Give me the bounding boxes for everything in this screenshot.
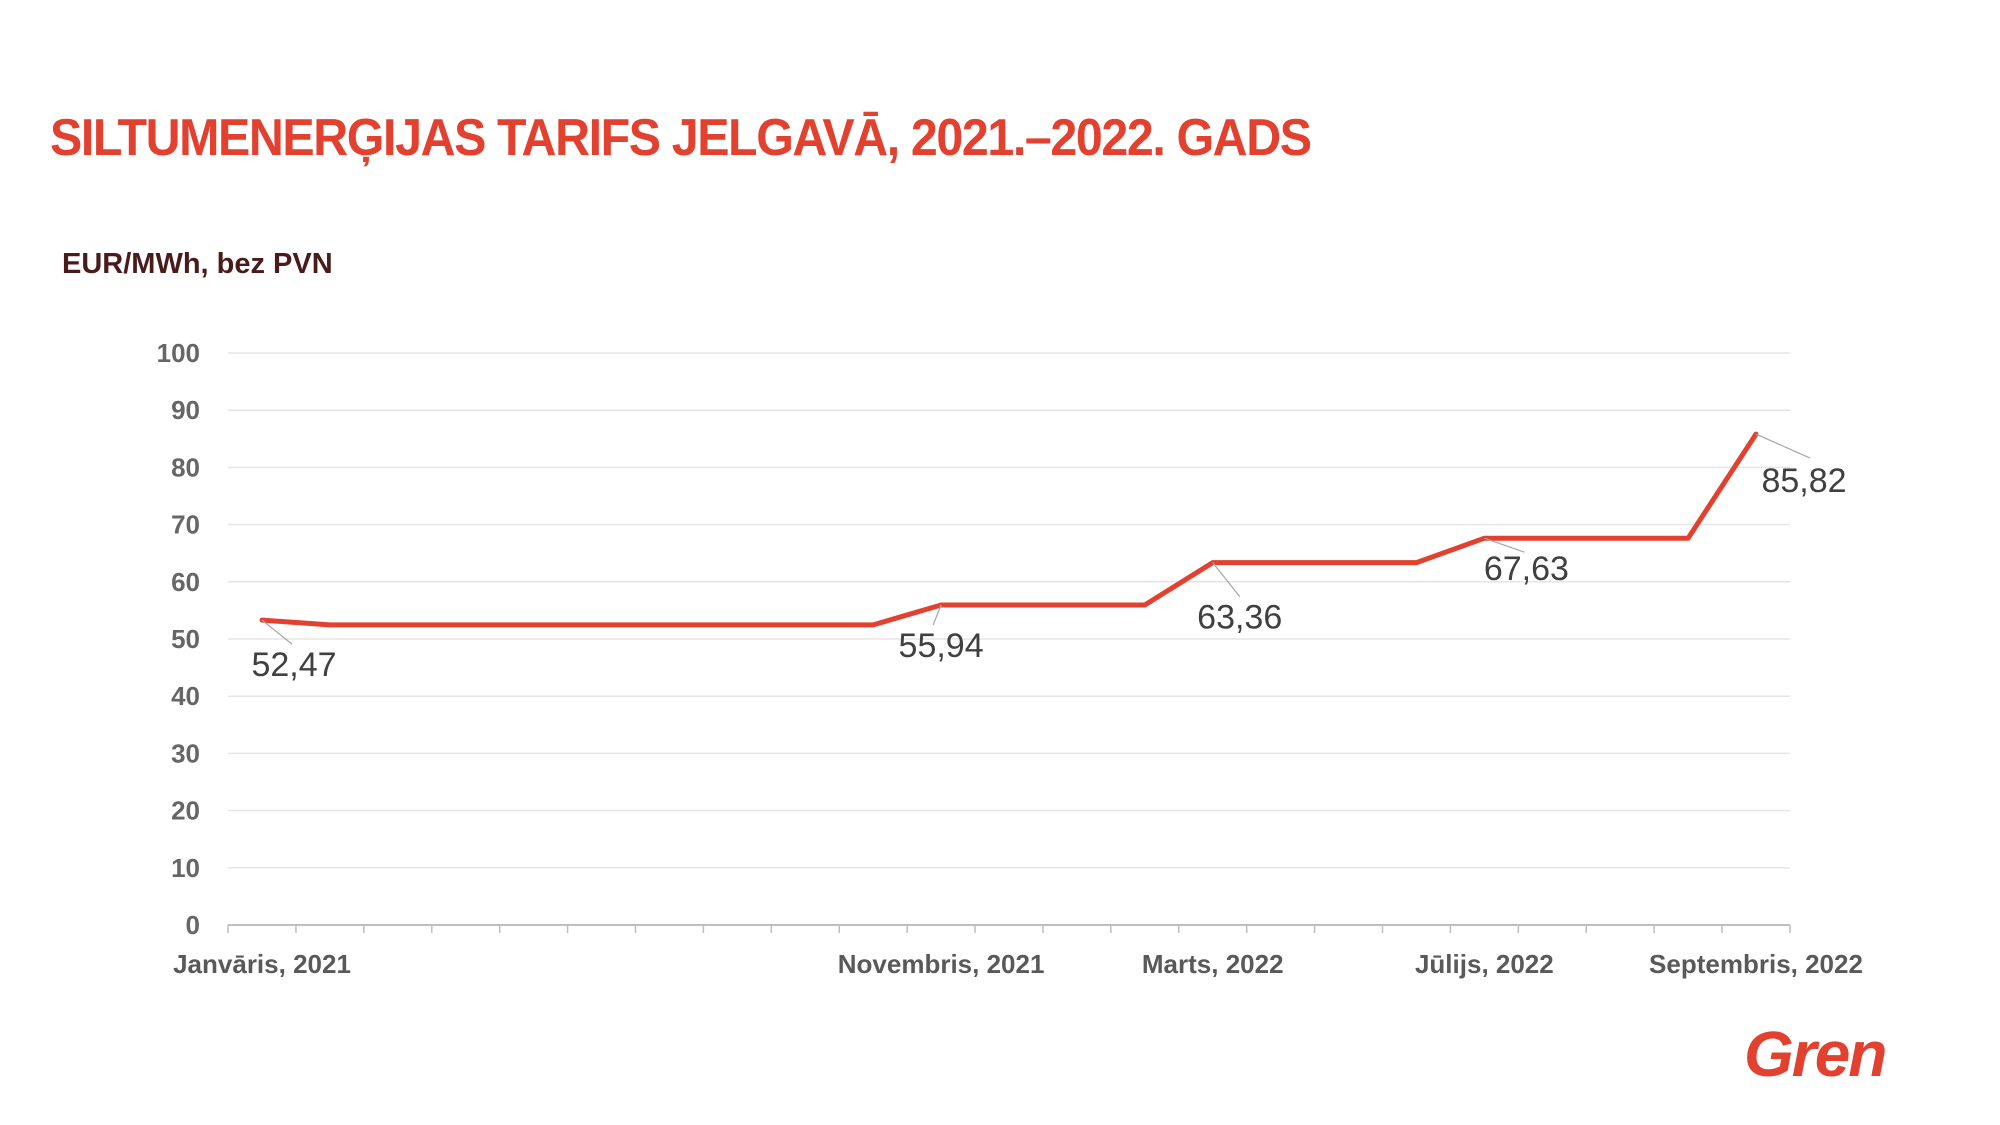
data-label-leader	[261, 619, 293, 645]
y-tick-label: 50	[171, 624, 200, 654]
data-labels: 52,47 55,94 63,36 67,63 85,82	[251, 433, 1847, 684]
page-title: SILTUMENERĢIJAS TARIFS JELGAVĀ, 2021.–20…	[50, 109, 1312, 167]
data-label-leader	[1484, 537, 1525, 553]
grid-lines	[228, 352, 1790, 869]
x-tick-label: Novembris, 2021	[838, 949, 1045, 979]
y-tick-label: 20	[171, 796, 200, 826]
unit-label: EUR/MWh, bez PVN	[62, 248, 333, 280]
y-tick-label: 80	[171, 452, 200, 482]
series-line	[259, 431, 1759, 628]
data-label: 85,82	[1761, 462, 1846, 500]
data-label: 52,47	[251, 646, 336, 684]
x-tick-label: Septembris, 2022	[1649, 949, 1863, 979]
y-tick-label: 70	[171, 510, 200, 540]
series-lines	[259, 431, 1759, 628]
x-tick-label: Marts, 2022	[1142, 949, 1284, 979]
x-tick-label: Jūlijs, 2022	[1415, 949, 1554, 979]
data-label: 63,36	[1197, 599, 1282, 637]
x-axis-ticks: Janvāris, 2021 Novembris, 2021 Marts, 2022…	[173, 949, 1863, 979]
data-label-leader	[1212, 562, 1241, 597]
y-tick-label: 100	[157, 338, 200, 368]
data-label-leader	[1755, 433, 1811, 459]
y-tick-label: 10	[171, 853, 200, 883]
y-tick-label: 0	[186, 910, 200, 940]
x-axis	[227, 924, 1791, 933]
svg-text:Gren: Gren	[1744, 1018, 1885, 1088]
y-tick-label: 60	[171, 567, 200, 597]
x-tick-label: Janvāris, 2021	[173, 949, 351, 979]
y-tick-label: 40	[171, 681, 200, 711]
gren-logo: Gren	[1744, 1018, 1887, 1088]
y-tick-label: 90	[171, 395, 200, 425]
data-label: 67,63	[1484, 550, 1569, 588]
y-tick-label: 30	[171, 738, 200, 768]
data-label: 55,94	[899, 627, 984, 665]
data-label-leader	[932, 604, 942, 626]
y-axis-ticks: 0 10 20 30 40 50 60 70 80 90 100	[157, 338, 200, 940]
